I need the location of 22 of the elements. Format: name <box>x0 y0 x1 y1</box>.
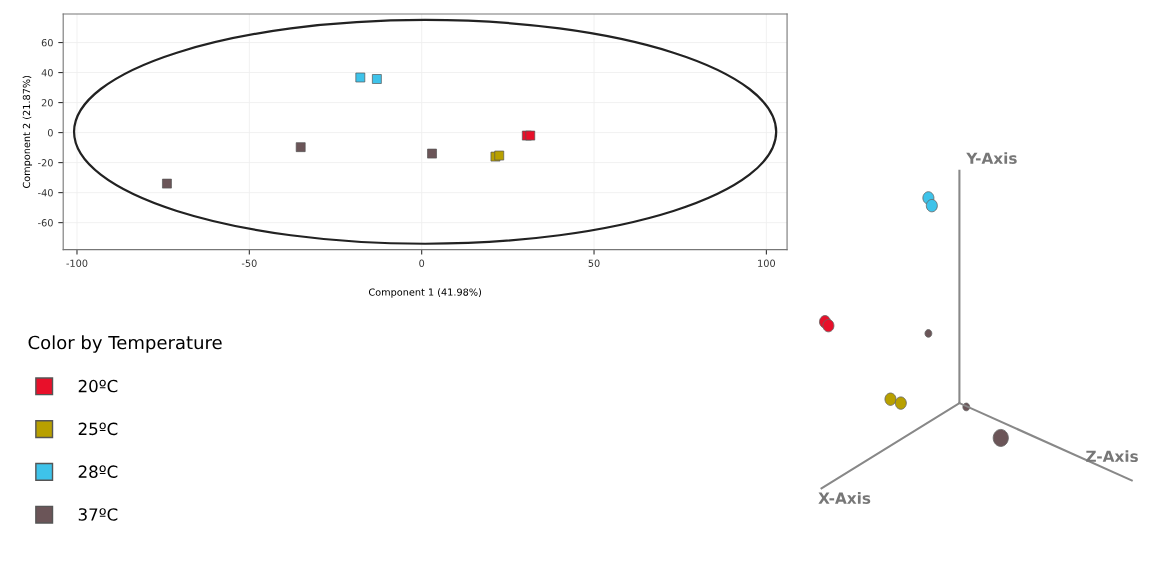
text: X-Axis <box>818 492 871 504</box>
legend-label: 25ºC <box>78 422 118 436</box>
legend-label: 37ºC <box>78 508 118 521</box>
y-tick-label: 20 <box>41 99 53 107</box>
text: Y-Axis <box>966 152 1017 164</box>
y-tick-label: -40 <box>38 189 53 197</box>
y-tick-label: 40 <box>41 69 53 77</box>
x-tick-label: 50 <box>588 259 600 267</box>
y-tick-label: -60 <box>38 219 53 227</box>
y-tick-label: -20 <box>38 159 53 167</box>
y-tick-label: 60 <box>41 39 53 47</box>
x-tick-label: 0 <box>419 259 425 267</box>
y-axis-title: Component 2 (21.87%) <box>22 75 33 189</box>
y-tick-label: 0 <box>47 129 53 137</box>
legend-label: 28ºC <box>78 465 118 478</box>
x-tick-label: -100 <box>66 259 88 267</box>
legend-title: Color by Temperature <box>28 335 222 353</box>
x-tick-label: -50 <box>241 259 257 267</box>
legend-label: 20ºC <box>78 379 118 393</box>
text: Z-Axis <box>1086 450 1138 463</box>
x-tick-label: 100 <box>758 259 776 267</box>
x-axis-title: Component 1 (41.98%) <box>368 288 482 298</box>
